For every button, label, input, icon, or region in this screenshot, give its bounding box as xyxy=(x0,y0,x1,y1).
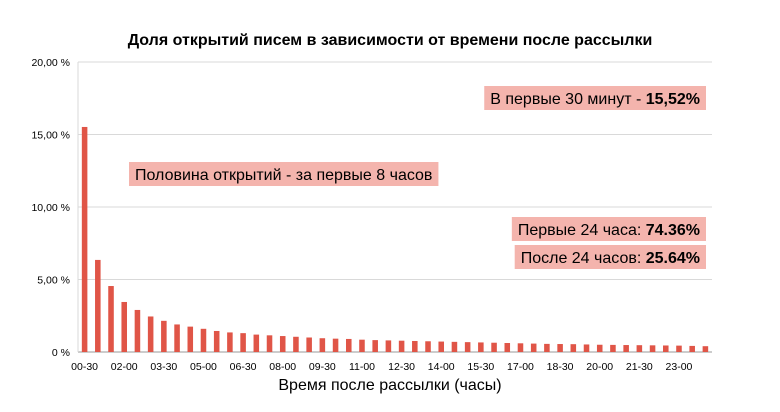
grid xyxy=(77,61,712,353)
bar xyxy=(147,316,154,352)
x-tick-label: 02-00 xyxy=(111,361,138,373)
x-tick-label: 08-00 xyxy=(269,361,296,373)
annotation-box xyxy=(514,245,706,269)
bar xyxy=(174,324,180,352)
x-tick-label: 00-30 xyxy=(71,361,98,373)
x-tick-label: 15-30 xyxy=(467,361,494,373)
bar xyxy=(464,342,471,352)
x-tick-label: 20-00 xyxy=(586,361,613,373)
annotation: Первые 24 часа: 74.36% xyxy=(511,217,706,241)
y-tick-label: 0 % xyxy=(52,347,70,359)
bar xyxy=(81,126,88,353)
x-tick-label: 05-00 xyxy=(190,361,217,373)
annotations: В первые 30 минут - 15,52% Половина откры… xyxy=(129,86,706,269)
x-tick-label: 06-30 xyxy=(230,361,257,373)
bar xyxy=(121,301,128,352)
bars xyxy=(81,126,709,353)
x-tick-label: 09-30 xyxy=(309,361,336,373)
x-tick-label: 12-30 xyxy=(388,361,415,373)
bar xyxy=(161,320,167,352)
y-tick-label: 20,00 % xyxy=(31,57,70,69)
bar xyxy=(491,342,497,352)
bar xyxy=(425,341,431,352)
annotation-text: В первые 30 минут - 15,52% xyxy=(490,91,700,108)
annotation-text: Половина открытий - за первые 8 часов xyxy=(135,167,432,184)
annotation-label: Первые 24 часа: xyxy=(518,222,646,239)
bar xyxy=(636,345,643,352)
annotation-value: 74.36% xyxy=(646,222,700,239)
x-tick-label: 23-00 xyxy=(666,361,693,373)
bar xyxy=(596,344,603,352)
bar xyxy=(570,344,577,352)
annotation-label: В первые 30 минут - xyxy=(490,91,645,108)
annotation-box xyxy=(484,86,706,110)
bar xyxy=(649,345,656,352)
bar xyxy=(306,337,312,352)
bar xyxy=(662,345,669,352)
annotation-label: Половина открытий - за первые 8 часов xyxy=(135,167,432,184)
x-tick-label: 18-30 xyxy=(547,361,574,373)
chart-title: Доля открытий писем в зависимости от вре… xyxy=(128,32,653,49)
bar xyxy=(319,338,326,352)
annotation-box xyxy=(511,217,706,241)
bar xyxy=(134,309,141,352)
bar xyxy=(266,335,273,352)
bar xyxy=(108,286,114,352)
y-axis: 0 % 5,00 % 10,00 % 15,00 % 20,00 % xyxy=(31,57,70,359)
annotation-text: После 24 часов: 25.64% xyxy=(521,250,700,267)
x-tick-label: 17-00 xyxy=(507,361,534,373)
bar xyxy=(332,338,339,352)
annotation-value: 15,52% xyxy=(646,91,700,108)
y-tick-label: 15,00 % xyxy=(31,130,70,142)
bar xyxy=(95,259,101,352)
x-tick-label: 03-30 xyxy=(150,361,177,373)
bar xyxy=(359,339,365,352)
bar xyxy=(398,340,405,352)
bar xyxy=(610,344,616,352)
annotation-box xyxy=(129,162,439,186)
bar xyxy=(187,326,194,352)
annotation-label: После 24 часов: xyxy=(521,250,646,267)
bar xyxy=(372,340,378,352)
annotation-value: 25.64% xyxy=(646,250,700,267)
annotation-text: Первые 24 часа: 74.36% xyxy=(518,222,700,239)
bar xyxy=(478,342,484,352)
bar xyxy=(689,345,695,352)
bar xyxy=(279,336,286,352)
bar xyxy=(530,343,537,352)
bar xyxy=(557,344,563,352)
bar xyxy=(385,340,392,352)
bar xyxy=(438,341,445,352)
x-axis: 00-30 02-00 03-30 05-00 06-30 08-00 09-30 11-00… xyxy=(71,361,692,373)
x-tick-label: 21-30 xyxy=(626,361,653,373)
bar xyxy=(517,343,524,352)
annotation: В первые 30 минут - 15,52% xyxy=(484,86,706,110)
bar xyxy=(253,334,260,352)
bar xyxy=(583,344,590,352)
annotation: Половина открытий - за первые 8 часов xyxy=(129,162,439,186)
bar xyxy=(676,345,682,352)
bar xyxy=(412,340,418,352)
bar xyxy=(623,345,629,352)
x-tick-label: 14-00 xyxy=(428,361,455,373)
bar xyxy=(544,343,550,352)
bar xyxy=(702,346,709,352)
bar xyxy=(293,336,299,352)
bar xyxy=(213,330,220,352)
bar xyxy=(504,343,511,352)
bar xyxy=(240,333,246,352)
y-tick-label: 10,00 % xyxy=(31,202,70,214)
bar xyxy=(345,338,352,352)
bar xyxy=(451,341,458,352)
annotation: После 24 часов: 25.64% xyxy=(514,245,706,269)
y-tick-label: 5,00 % xyxy=(37,275,70,287)
bar xyxy=(200,328,207,352)
x-tick-label: 11-00 xyxy=(349,361,375,373)
bar xyxy=(227,332,233,352)
x-axis-label: Время после рассылки (часы) xyxy=(278,377,501,394)
